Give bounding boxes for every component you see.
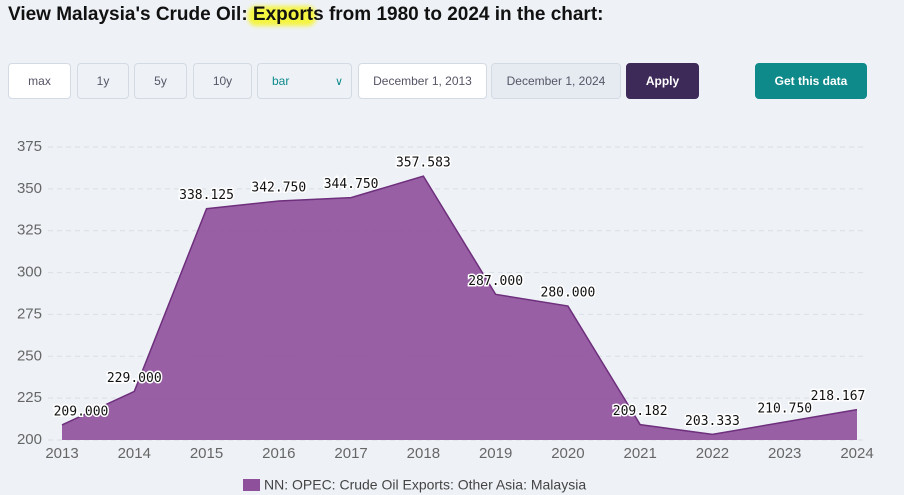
highlight bbox=[248, 6, 316, 26]
x-tick-label: 2022 bbox=[696, 445, 729, 462]
apply-button[interactable]: Apply bbox=[626, 63, 699, 99]
x-tick-label: 2016 bbox=[262, 445, 295, 462]
y-tick-label: 375 bbox=[17, 138, 42, 155]
y-tick-label: 325 bbox=[17, 222, 42, 239]
y-tick-label: 250 bbox=[17, 347, 42, 364]
value-label: 344.750 bbox=[324, 177, 379, 192]
legend-label: NN: OPEC: Crude Oil Exports: Other Asia:… bbox=[264, 477, 586, 493]
value-label: 209.182 bbox=[613, 404, 668, 419]
range-button[interactable]: max bbox=[8, 63, 71, 99]
end-date-input[interactable]: December 1, 2024 bbox=[491, 63, 621, 99]
x-tick-label: 2014 bbox=[118, 445, 151, 462]
y-tick-label: 275 bbox=[17, 305, 42, 322]
select-value: bar bbox=[272, 74, 290, 88]
value-label: 342.750 bbox=[251, 180, 306, 195]
range-button[interactable]: 1y bbox=[77, 63, 129, 99]
area-line bbox=[61, 175, 858, 436]
value-label: 210.750 bbox=[757, 402, 812, 417]
value-label: 218.167 bbox=[811, 389, 866, 404]
value-label: 338.125 bbox=[179, 188, 234, 203]
y-tick-label: 300 bbox=[17, 264, 42, 281]
x-tick-label: 2017 bbox=[334, 445, 367, 462]
x-tick-label: 2013 bbox=[45, 445, 78, 462]
value-label: 280.000 bbox=[541, 286, 596, 301]
value-label: 287.000 bbox=[468, 274, 523, 289]
y-tick-label: 225 bbox=[17, 389, 42, 406]
y-tick-label: 200 bbox=[17, 431, 42, 448]
range-button[interactable]: 5y bbox=[134, 63, 187, 99]
x-tick-label: 2015 bbox=[190, 445, 223, 462]
range-button[interactable]: 10y bbox=[193, 63, 252, 99]
legend-swatch bbox=[243, 479, 260, 491]
value-label: 209.000 bbox=[54, 404, 109, 419]
x-tick-label: 2019 bbox=[479, 445, 512, 462]
area bbox=[62, 176, 857, 440]
y-tick-label: 350 bbox=[17, 180, 42, 197]
select-arrow: ∨ bbox=[334, 75, 343, 88]
get-data-button[interactable]: Get this data bbox=[755, 63, 867, 99]
value-label: 203.333 bbox=[685, 414, 740, 429]
x-tick-label: 2021 bbox=[623, 445, 656, 462]
start-date-input[interactable]: December 1, 2013 bbox=[358, 63, 487, 99]
x-tick-label: 2018 bbox=[407, 445, 440, 462]
x-tick-label: 2020 bbox=[551, 445, 584, 462]
x-tick-label: 2023 bbox=[768, 445, 801, 462]
chart-type-select[interactable]: bar ∨ bbox=[257, 63, 352, 99]
page-title: View Malaysia's Crude Oil: Exports from … bbox=[8, 4, 604, 25]
value-label: 357.583 bbox=[396, 156, 451, 171]
x-tick-label: 2024 bbox=[840, 445, 873, 462]
value-label: 229.000 bbox=[107, 371, 162, 386]
